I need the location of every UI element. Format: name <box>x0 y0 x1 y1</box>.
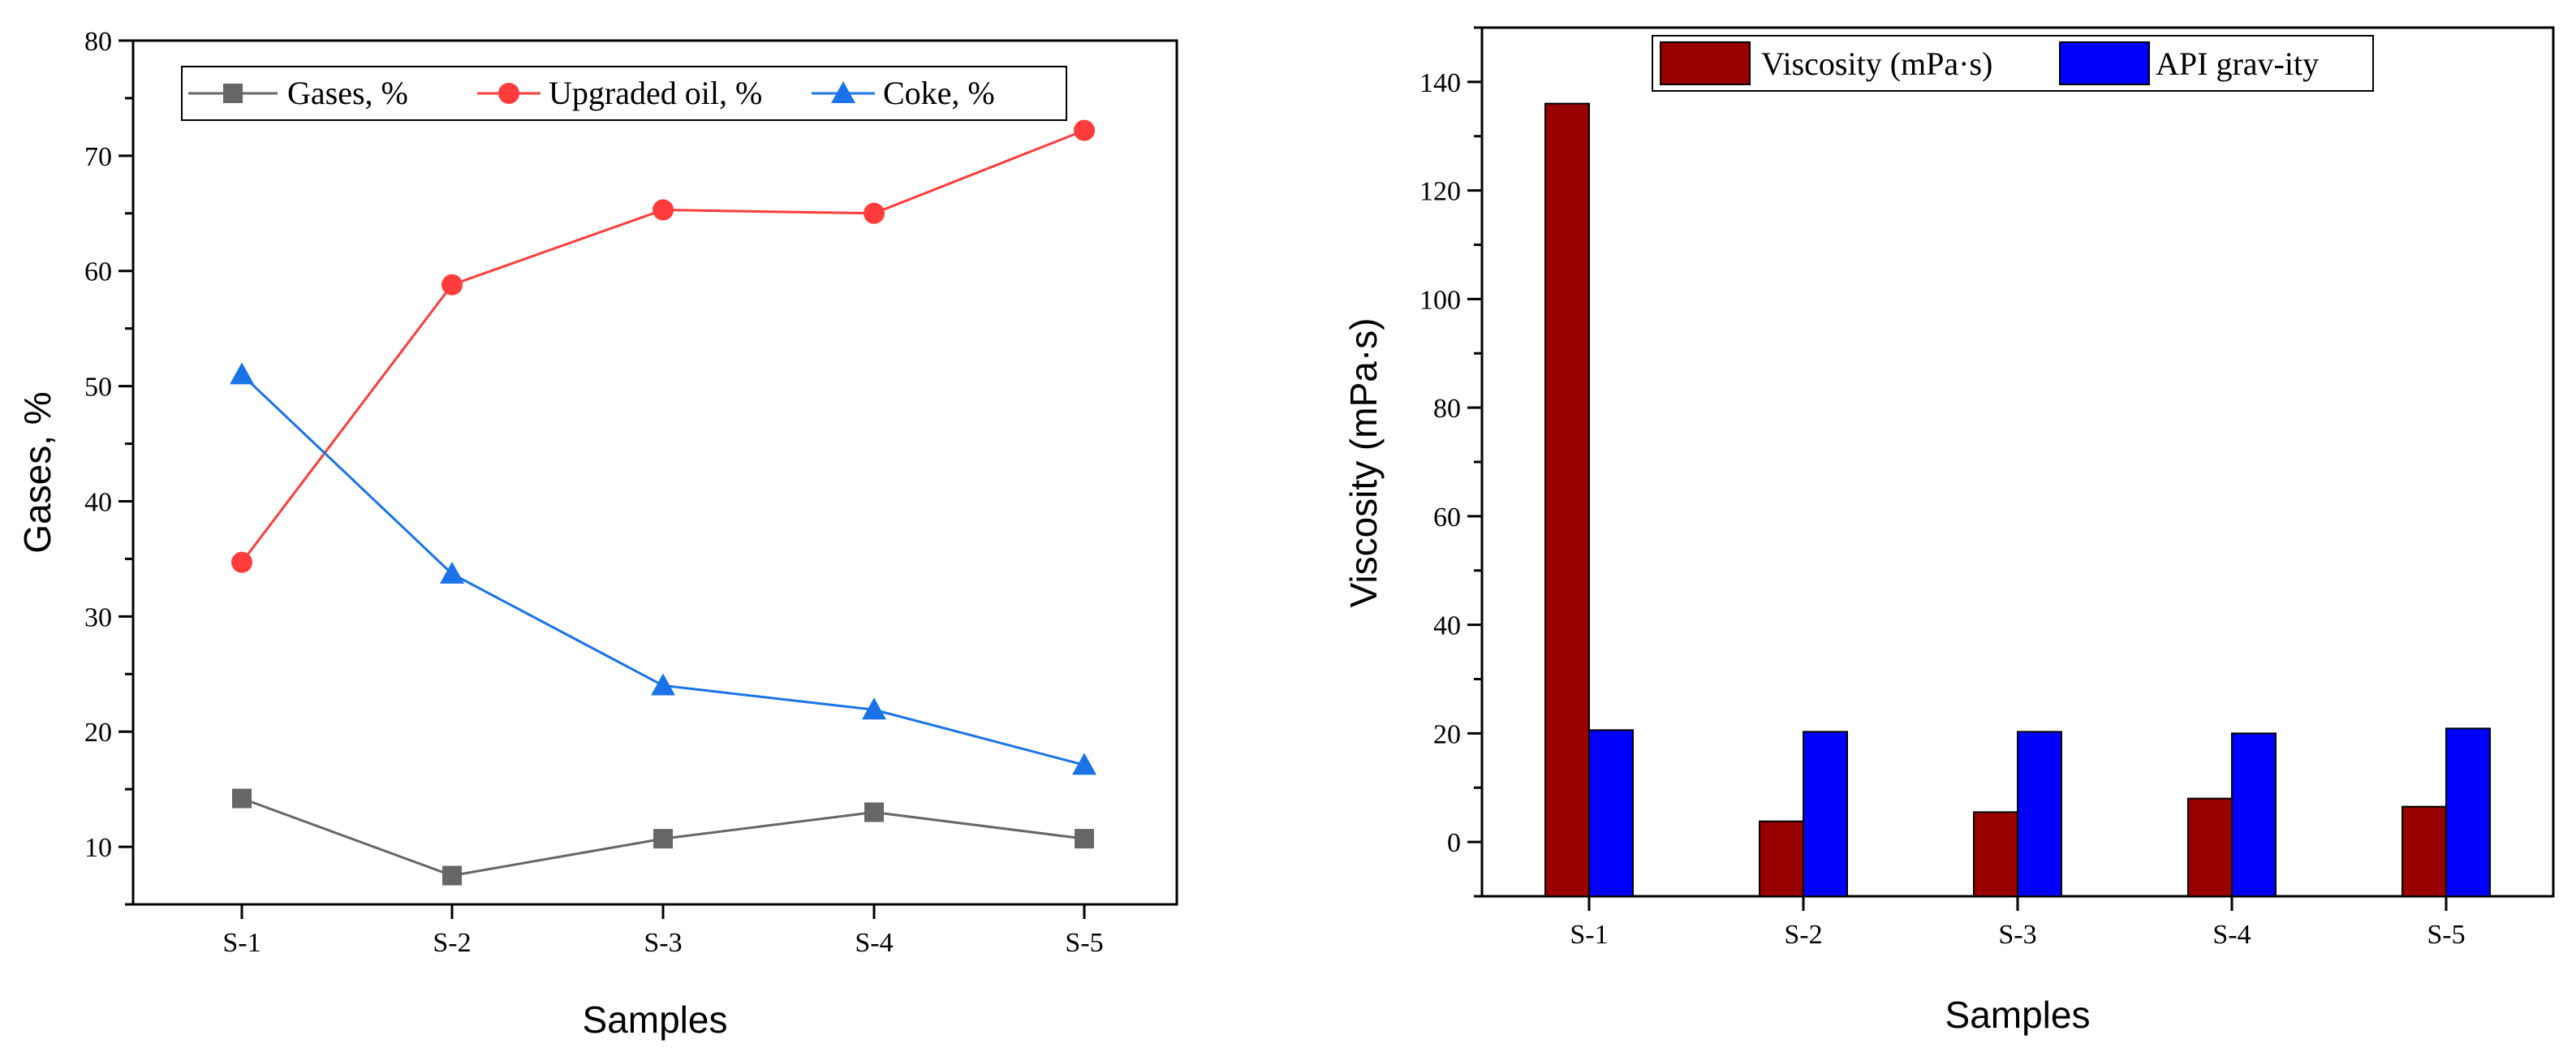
data-point <box>232 788 252 809</box>
right-x-tick-label: S-4 <box>2212 920 2251 950</box>
bar <box>2402 805 2447 897</box>
right-y-ticks: 0 20 40 60 80 100 120 140 <box>1419 26 1482 898</box>
bar-chart: 0 20 40 60 80 100 120 140 S-1 S-2 S-3 S-4 S-5 Visco… <box>1342 26 2555 1036</box>
bar <box>1759 820 1804 898</box>
right-x-tick-label: S-3 <box>1998 920 2036 950</box>
right-y-tick-label: 100 <box>1419 285 1461 315</box>
series-line <box>240 373 1085 766</box>
left-series-group <box>230 119 1096 886</box>
right-y-tick-label: 60 <box>1433 503 1461 533</box>
bar <box>1588 729 1634 897</box>
left-y-tick-label: 10 <box>84 833 112 863</box>
legend-label: Coke, % <box>883 75 995 111</box>
left-y-axis-title: Gases, % <box>16 391 58 553</box>
data-point <box>231 551 252 573</box>
data-point <box>1074 119 1095 141</box>
data-point <box>1075 829 1094 849</box>
right-y-tick-label: 20 <box>1433 719 1461 749</box>
data-point <box>864 202 885 224</box>
left-y-tick-label: 30 <box>84 602 112 632</box>
right-y-tick-label: 40 <box>1433 611 1461 641</box>
bar <box>1544 102 1590 897</box>
series-line <box>240 129 1085 563</box>
legend-marker <box>831 81 855 103</box>
left-y-ticks: 10 20 30 40 50 60 70 80 <box>84 27 133 906</box>
right-y-tick-label: 140 <box>1419 68 1461 98</box>
left-y-tick-label: 40 <box>84 487 112 517</box>
data-point <box>230 362 254 385</box>
bar <box>1973 811 2018 897</box>
right-y-axis-title: Viscosity (mPa·s) <box>1342 318 1385 608</box>
right-bars-group <box>1544 102 2491 898</box>
right-x-tick-label: S-1 <box>1570 920 1608 950</box>
right-y-tick-label: 0 <box>1447 828 1461 858</box>
left-x-ticks: S-1 S-2 S-3 S-4 S-5 <box>222 904 1104 958</box>
left-x-tick-label: S-3 <box>644 928 682 958</box>
data-point <box>651 673 675 696</box>
right-legend-box <box>1652 35 2374 92</box>
left-y-tick-label: 20 <box>84 718 112 748</box>
right-x-tick-label: S-2 <box>1784 920 1822 950</box>
left-x-tick-label: S-4 <box>855 928 893 958</box>
legend-label: Upgraded oil, % <box>549 75 762 111</box>
right-legend: Viscosity (mPa·s) API grav-ity <box>1652 35 2374 92</box>
data-point <box>440 561 464 584</box>
data-point <box>862 697 886 720</box>
left-y-tick-label: 50 <box>84 373 112 403</box>
legend-marker <box>223 84 243 103</box>
bar <box>1803 731 1848 898</box>
legend-label: Viscosity (mPa·s) <box>1761 45 1992 82</box>
data-point <box>442 865 462 886</box>
left-legend-box <box>181 66 1067 121</box>
right-y-tick-label: 80 <box>1433 394 1461 424</box>
legend-swatch <box>2059 41 2150 85</box>
right-x-axis-title: Samples <box>1945 994 2091 1036</box>
legend-swatch <box>1660 41 1751 85</box>
bar <box>2017 731 2062 898</box>
bar <box>2445 727 2491 898</box>
bar <box>2187 797 2233 897</box>
left-legend: Gases, % Upgraded oil, % Coke, % <box>181 66 1067 121</box>
data-point <box>442 274 463 296</box>
right-y-tick-label: 120 <box>1419 177 1461 207</box>
left-y-tick-label: 70 <box>84 142 112 172</box>
left-plot-frame <box>131 39 1178 906</box>
legend-label: Gases, % <box>287 75 408 111</box>
left-y-tick-label: 60 <box>84 257 112 287</box>
left-x-axis-title: Samples <box>583 999 728 1041</box>
right-x-tick-label: S-5 <box>2427 920 2465 950</box>
left-x-tick-label: S-1 <box>222 928 261 958</box>
bar <box>2231 732 2277 897</box>
line-chart: 10 20 30 40 50 60 70 80 S-1 S-2 S-3 S-4 S-5 Gases, … <box>16 27 1178 1041</box>
left-x-tick-label: S-2 <box>433 928 471 958</box>
data-point <box>1072 753 1096 775</box>
right-x-ticks: S-1 S-2 S-3 S-4 S-5 <box>1570 896 2466 950</box>
left-y-tick-label: 80 <box>84 27 112 57</box>
data-point <box>864 802 884 822</box>
data-point <box>653 829 673 849</box>
data-point <box>653 199 674 221</box>
legend-marker <box>498 83 519 104</box>
legend-label: API grav-ity <box>2156 45 2319 82</box>
left-x-tick-label: S-5 <box>1065 928 1103 958</box>
